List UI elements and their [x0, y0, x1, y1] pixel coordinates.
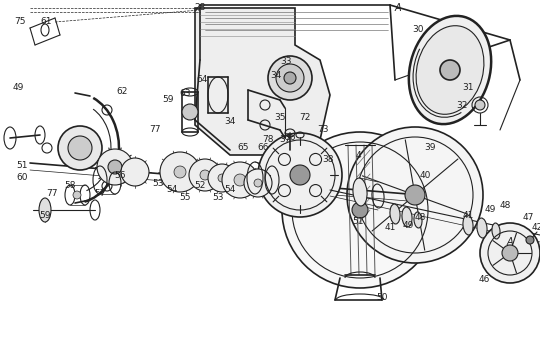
Text: 46: 46	[478, 275, 490, 284]
Text: 42: 42	[531, 224, 540, 233]
Text: 49: 49	[402, 220, 414, 229]
Circle shape	[290, 165, 310, 185]
Circle shape	[97, 149, 133, 185]
Text: 72: 72	[299, 113, 310, 122]
Text: 39: 39	[424, 144, 436, 153]
Ellipse shape	[39, 198, 51, 222]
Text: 33: 33	[280, 57, 292, 66]
Text: 75: 75	[14, 18, 26, 27]
Ellipse shape	[353, 178, 367, 206]
Text: 52: 52	[194, 181, 206, 190]
Text: 51: 51	[352, 218, 364, 227]
Text: 57: 57	[94, 189, 106, 198]
Text: 53: 53	[152, 179, 164, 188]
Text: 48: 48	[500, 200, 511, 209]
Text: 58: 58	[64, 181, 76, 190]
Text: 78: 78	[262, 136, 274, 145]
Text: 61: 61	[40, 18, 52, 27]
Text: 36: 36	[284, 134, 296, 143]
Text: 34: 34	[271, 71, 282, 80]
Text: 49: 49	[484, 206, 496, 215]
Circle shape	[174, 166, 186, 178]
Text: 47: 47	[522, 213, 534, 222]
Text: A: A	[507, 237, 514, 247]
Circle shape	[480, 223, 540, 283]
Circle shape	[218, 174, 226, 182]
Ellipse shape	[477, 218, 487, 238]
Circle shape	[189, 159, 221, 191]
Circle shape	[182, 104, 198, 120]
Text: 73: 73	[318, 126, 329, 135]
Circle shape	[258, 133, 342, 217]
Text: 31: 31	[462, 83, 474, 92]
Circle shape	[276, 64, 304, 92]
Ellipse shape	[414, 212, 422, 228]
Circle shape	[526, 236, 534, 244]
Text: 77: 77	[46, 189, 58, 198]
Circle shape	[222, 162, 258, 198]
Circle shape	[160, 152, 200, 192]
Circle shape	[108, 160, 122, 174]
Text: 40: 40	[420, 171, 431, 180]
Text: 66: 66	[257, 144, 269, 153]
Circle shape	[254, 179, 262, 187]
Circle shape	[234, 174, 246, 186]
Text: 41: 41	[384, 224, 396, 233]
Text: 62: 62	[116, 88, 127, 97]
Circle shape	[352, 202, 368, 218]
Circle shape	[502, 245, 518, 261]
Text: 34: 34	[224, 118, 235, 127]
Circle shape	[68, 136, 92, 160]
Text: 53: 53	[212, 193, 224, 202]
Ellipse shape	[463, 215, 473, 235]
Text: 38: 38	[322, 155, 334, 164]
Circle shape	[268, 56, 312, 100]
Circle shape	[347, 127, 483, 263]
Text: 56: 56	[114, 171, 126, 180]
Ellipse shape	[390, 204, 400, 224]
Text: 77: 77	[149, 126, 161, 135]
Circle shape	[58, 126, 102, 170]
Ellipse shape	[440, 60, 460, 80]
Text: 64: 64	[197, 75, 208, 84]
Text: 59: 59	[162, 95, 174, 104]
Ellipse shape	[402, 207, 412, 227]
Circle shape	[282, 132, 438, 288]
Text: 49: 49	[12, 83, 24, 92]
Text: 51: 51	[16, 161, 28, 170]
Ellipse shape	[492, 223, 500, 239]
Text: 63: 63	[179, 89, 191, 98]
Circle shape	[244, 169, 272, 197]
Text: 59: 59	[39, 210, 51, 219]
Circle shape	[475, 100, 485, 110]
Circle shape	[208, 164, 236, 192]
Circle shape	[284, 72, 296, 84]
Circle shape	[73, 191, 81, 199]
Polygon shape	[195, 8, 330, 155]
Text: 35: 35	[274, 113, 286, 122]
Text: 54: 54	[166, 185, 178, 194]
Text: 37: 37	[279, 136, 291, 145]
Text: 54: 54	[224, 185, 235, 194]
Text: 4: 4	[355, 151, 361, 160]
Text: 50: 50	[376, 293, 388, 302]
Text: 30: 30	[412, 26, 424, 35]
Text: 48: 48	[414, 213, 426, 222]
Text: A: A	[395, 3, 401, 13]
Circle shape	[121, 158, 149, 186]
Text: 60: 60	[16, 173, 28, 182]
Text: 55: 55	[179, 193, 191, 202]
Text: 65: 65	[237, 144, 249, 153]
Ellipse shape	[409, 16, 491, 124]
Text: 28: 28	[194, 3, 206, 12]
Text: 41: 41	[462, 210, 474, 219]
Text: 32: 32	[456, 100, 468, 109]
Ellipse shape	[416, 26, 484, 114]
Circle shape	[200, 170, 210, 180]
Circle shape	[405, 185, 425, 205]
